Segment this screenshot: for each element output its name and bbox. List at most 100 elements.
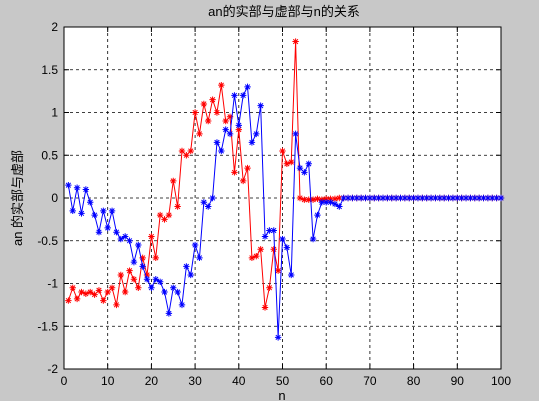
- x-tick-label: 0: [61, 374, 68, 388]
- data-point: [105, 225, 111, 231]
- data-point: [166, 212, 172, 218]
- data-point: [91, 212, 97, 218]
- x-tick-label: 100: [491, 374, 511, 388]
- x-tick-label: 70: [363, 374, 377, 388]
- y-tick-label: 0.5: [41, 148, 58, 162]
- x-tick-label: 80: [407, 374, 421, 388]
- data-point: [249, 139, 255, 145]
- data-point: [96, 229, 102, 235]
- data-point: [109, 285, 115, 291]
- data-point: [196, 255, 202, 261]
- data-point: [153, 255, 159, 261]
- data-point: [122, 289, 128, 295]
- data-point: [113, 302, 119, 308]
- x-tick-label: 50: [276, 374, 290, 388]
- data-point: [113, 229, 119, 235]
- data-point: [306, 161, 312, 167]
- data-point: [253, 131, 259, 137]
- data-point: [205, 203, 211, 209]
- data-point: [209, 96, 215, 102]
- data-point: [161, 289, 167, 295]
- data-point: [131, 276, 137, 282]
- data-point: [157, 279, 163, 285]
- x-tick-label: 60: [320, 374, 334, 388]
- data-point: [100, 297, 106, 303]
- chart-title: an的实部与虚部与n的关系: [208, 4, 360, 19]
- data-point: [174, 289, 180, 295]
- data-point: [109, 208, 115, 214]
- y-tick-label: 2: [51, 20, 58, 34]
- data-point: [87, 199, 93, 205]
- data-point: [266, 285, 272, 291]
- data-point: [144, 276, 150, 282]
- data-point: [288, 272, 294, 278]
- x-axis-label: n: [278, 388, 285, 401]
- data-point: [83, 186, 89, 192]
- data-point: [179, 302, 185, 308]
- y-tick-label: 1.5: [41, 63, 58, 77]
- data-point: [336, 203, 342, 209]
- data-point: [96, 287, 102, 293]
- data-point: [288, 159, 294, 165]
- data-point: [275, 334, 281, 340]
- data-point: [214, 139, 220, 145]
- data-point: [498, 195, 504, 201]
- data-point: [183, 263, 189, 269]
- data-point: [257, 102, 263, 108]
- data-point: [240, 178, 246, 184]
- data-point: [292, 38, 298, 44]
- data-point: [314, 212, 320, 218]
- data-point: [74, 296, 80, 302]
- x-tick-label: 30: [188, 374, 202, 388]
- data-point: [188, 272, 194, 278]
- data-point: [236, 122, 242, 128]
- data-point: [231, 92, 237, 98]
- y-tick-label: -2: [47, 362, 58, 376]
- x-tick-label: 10: [101, 374, 115, 388]
- data-point: [148, 285, 154, 291]
- data-point: [244, 84, 250, 90]
- data-point: [174, 203, 180, 209]
- data-point: [292, 131, 298, 137]
- data-point: [70, 208, 76, 214]
- data-point: [209, 195, 215, 201]
- data-point: [314, 196, 320, 202]
- data-point: [279, 236, 285, 242]
- data-point: [192, 109, 198, 115]
- data-point: [271, 246, 277, 252]
- data-point: [65, 182, 71, 188]
- data-point: [253, 253, 259, 259]
- x-tick-label: 20: [145, 374, 159, 388]
- data-point: [240, 92, 246, 98]
- data-point: [166, 310, 172, 316]
- data-point: [196, 131, 202, 137]
- data-point: [271, 227, 277, 233]
- data-point: [257, 246, 263, 252]
- data-point: [301, 169, 307, 175]
- y-tick-label: 1: [51, 106, 58, 120]
- y-tick-label: 0: [51, 191, 58, 205]
- y-tick-label: -1.5: [37, 319, 58, 333]
- data-point: [188, 148, 194, 154]
- data-point: [170, 178, 176, 184]
- data-point: [126, 267, 132, 273]
- data-point: [118, 272, 124, 278]
- y-tick-label: -0.5: [37, 234, 58, 248]
- data-point: [100, 208, 106, 214]
- data-point: [279, 148, 285, 154]
- data-point: [65, 297, 71, 303]
- x-tick-label: 40: [232, 374, 246, 388]
- data-point: [192, 242, 198, 248]
- data-point: [74, 185, 80, 191]
- data-point: [139, 263, 145, 269]
- data-point: [205, 118, 211, 124]
- data-point: [126, 238, 132, 244]
- y-axis-label: an 的实部与虚部: [10, 150, 25, 246]
- data-point: [135, 242, 141, 248]
- data-point: [218, 82, 224, 88]
- data-point: [214, 109, 220, 115]
- data-point: [70, 285, 76, 291]
- data-point: [148, 233, 154, 239]
- data-point: [218, 148, 224, 154]
- data-point: [310, 236, 316, 242]
